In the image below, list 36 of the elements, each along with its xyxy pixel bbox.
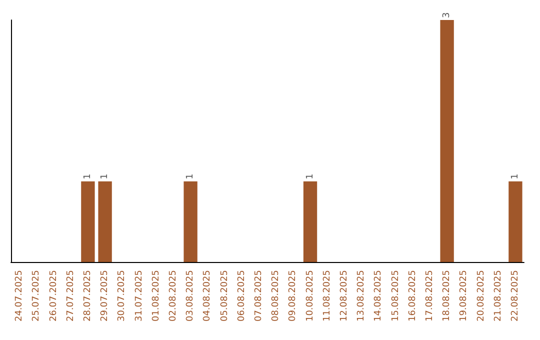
- x-tick-label: 12.08.2025: [339, 270, 350, 322]
- x-tick-label: 01.08.2025: [151, 270, 162, 322]
- x-tick-label: 04.08.2025: [202, 270, 213, 322]
- x-tick-label: 16.08.2025: [408, 270, 418, 322]
- x-tick-label: 03.08.2025: [186, 270, 196, 322]
- data-label: 1: [100, 174, 110, 180]
- x-tick-label: 27.07.2025: [66, 270, 76, 322]
- x-tick-label: 25.07.2025: [32, 270, 42, 322]
- x-tick-label: 13.08.2025: [356, 270, 367, 322]
- x-tick-label: 07.08.2025: [254, 270, 264, 322]
- x-tick-label: 24.07.2025: [14, 270, 25, 322]
- x-tick-label: 17.08.2025: [424, 270, 435, 322]
- data-label: 1: [510, 174, 520, 180]
- x-tick-label: 18.08.2025: [442, 270, 452, 322]
- x-tick-label: 14.08.2025: [374, 270, 384, 322]
- x-tick-label: 30.07.2025: [117, 270, 128, 322]
- x-tick-label: 10.08.2025: [305, 270, 316, 322]
- x-tick-label: 19.08.2025: [459, 270, 470, 322]
- x-tick-label: 29.07.2025: [100, 270, 110, 322]
- x-tick-label: 28.07.2025: [82, 270, 93, 322]
- x-tick-label: 22.08.2025: [510, 270, 520, 322]
- x-tick-label: 02.08.2025: [168, 270, 178, 322]
- data-label: 1: [186, 174, 196, 180]
- x-tick-label: 06.08.2025: [236, 270, 247, 322]
- x-tick-label: 11.08.2025: [322, 270, 332, 322]
- x-tick-label: 21.08.2025: [493, 270, 504, 322]
- data-label: 3: [442, 12, 452, 18]
- x-tick-label: 05.08.2025: [220, 270, 230, 322]
- x-tick-label: 31.07.2025: [134, 270, 144, 322]
- data-label: 1: [82, 174, 93, 180]
- x-tick-label: 26.07.2025: [48, 270, 59, 322]
- data-label: 1: [305, 174, 316, 180]
- x-tick-label: 20.08.2025: [476, 270, 486, 322]
- x-tick-label: 08.08.2025: [271, 270, 282, 322]
- x-tick-label: 09.08.2025: [288, 270, 298, 322]
- x-tick-label: 15.08.2025: [390, 270, 401, 322]
